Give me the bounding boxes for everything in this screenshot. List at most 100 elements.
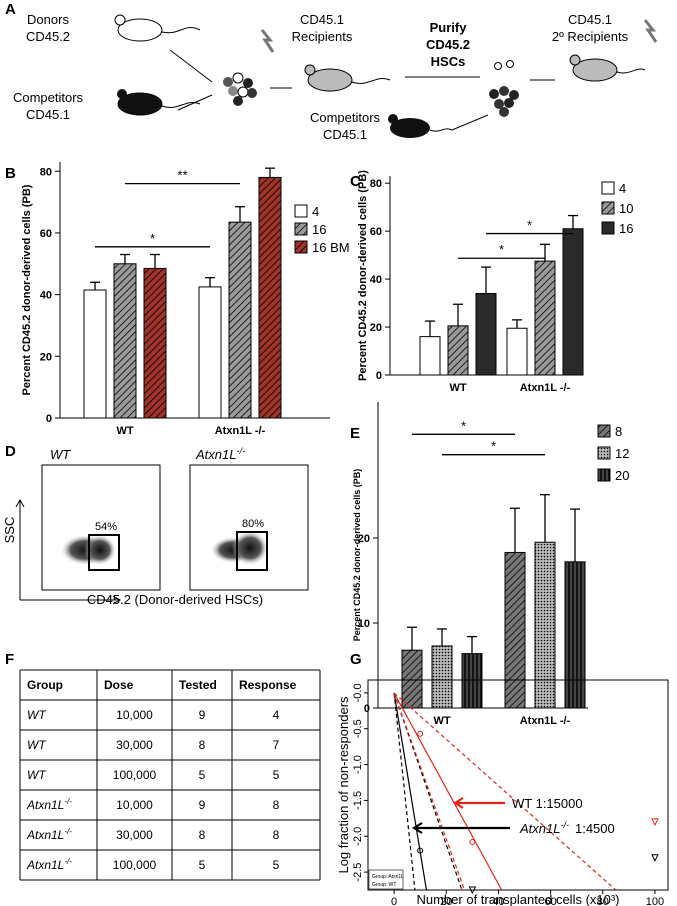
bar-pattern	[461, 653, 483, 709]
plot-frame	[41, 464, 161, 591]
table-cell: 30,000	[116, 738, 153, 752]
bar-pattern	[113, 263, 137, 419]
bar-pattern	[401, 649, 423, 709]
y-tick-label: 10	[358, 618, 370, 630]
table-cell: 10,000	[116, 708, 153, 722]
plot-frame	[189, 464, 309, 591]
significance-label: **	[177, 168, 187, 183]
x-label: Number of transplanted cells (x10³)	[416, 892, 619, 906]
irradiation	[260, 29, 275, 53]
panel-label: F	[5, 651, 14, 668]
legend-swatch	[601, 201, 615, 215]
y-tick-label: 20	[358, 533, 370, 545]
y-tick-label: 0	[364, 703, 370, 715]
y-tick-label: 80	[40, 166, 52, 178]
x-tick-label: Atxn1L -/-	[215, 425, 266, 437]
panel-label: B	[5, 165, 16, 182]
table-cell: 5	[199, 858, 206, 872]
y-label: SSC	[2, 517, 17, 544]
table-cell: 5	[273, 768, 280, 782]
gate-label: 80%	[242, 518, 264, 530]
x-tick-label: Atxn1L -/-	[520, 382, 571, 394]
bar-pattern	[258, 176, 282, 419]
legend-label: 16 BM	[312, 240, 350, 255]
table-cell: 9	[199, 708, 206, 722]
bar	[420, 336, 440, 375]
cell-text: WT	[27, 708, 47, 722]
x-tick-label: Atxn1L -/-	[520, 715, 571, 727]
significance-label: *	[491, 439, 496, 454]
table-header: Dose	[104, 678, 134, 692]
table-cell: 8	[199, 738, 206, 752]
y-tick-label: 0	[46, 413, 52, 425]
y-tick-label: 60	[40, 228, 52, 240]
panel-label: C	[350, 173, 361, 190]
cell-cluster	[489, 86, 519, 117]
significance-label: *	[461, 418, 466, 433]
annotation-sup: -/-	[560, 820, 569, 830]
diagram: Donors CD45.2 Competitors CD45.1 CD45.1 …	[13, 12, 658, 142]
bar	[84, 290, 106, 418]
table-cell: 5	[199, 768, 206, 782]
annotation-name: Atxn1L	[519, 821, 560, 836]
y-tick-label: 0	[376, 370, 382, 382]
point	[468, 886, 477, 895]
y-tick-label: 20	[370, 322, 382, 334]
legend-label: 12	[615, 446, 629, 461]
axis-arrows	[15, 498, 122, 605]
y-tick-label: 20	[40, 351, 52, 363]
label: HSCs	[431, 54, 466, 69]
label: Competitors	[310, 110, 381, 125]
x-tick-label: WT	[116, 425, 133, 437]
table-header: Response	[239, 678, 297, 692]
x-tick-label: WT	[449, 382, 466, 394]
legend-swatch	[294, 204, 308, 218]
y-tick-label: -2.0	[352, 827, 364, 846]
table-header: Group	[27, 678, 63, 692]
legend-swatch	[294, 222, 308, 236]
bar-pattern	[564, 561, 586, 709]
population	[232, 531, 268, 565]
legend-swatch	[601, 181, 615, 195]
panel-label: G	[350, 651, 362, 668]
label: CD45.1	[323, 127, 367, 142]
panel-label: A	[5, 1, 16, 18]
label: Purify	[430, 20, 468, 35]
x-tick-label: 40	[492, 896, 504, 906]
label: Recipients	[292, 29, 353, 44]
y-tick-label: 40	[370, 274, 382, 286]
legend-label: 10	[619, 201, 633, 216]
legend-label: 16	[619, 221, 633, 236]
legend-swatch	[601, 221, 615, 235]
legend-label: Group: WT	[372, 882, 396, 888]
y-tick-label: -1.5	[352, 791, 364, 810]
label: CD45.2	[26, 29, 70, 44]
cell-cluster	[223, 72, 257, 106]
cell	[506, 60, 514, 68]
y-label: Log fraction of non-responders	[336, 696, 351, 874]
point	[469, 838, 476, 845]
mouse	[114, 14, 201, 42]
table-cell: Atxn1L-/-	[26, 827, 72, 842]
table-cell: WT	[27, 738, 47, 752]
legend-label: 16	[312, 222, 326, 237]
x-tick-label: 100	[646, 896, 664, 906]
table-cell: 8	[273, 828, 280, 842]
plot-label-text: Atxn1L	[195, 447, 236, 462]
annotation: WT 1:15000	[512, 796, 583, 811]
x-label: CD45.2 (Donor-derived HSCs)	[87, 592, 263, 607]
label: CD45.2	[426, 37, 470, 52]
mouse	[569, 54, 646, 82]
label: Competitors	[13, 90, 84, 105]
table-cell: 9	[199, 798, 206, 812]
table-cell: 7	[273, 738, 280, 752]
label: CD45.1	[26, 107, 70, 122]
bar-pattern	[143, 267, 167, 419]
table-cell: Atxn1L-/-	[26, 857, 72, 872]
cell-text: Atxn1L	[26, 858, 64, 872]
bar-pattern	[534, 260, 556, 376]
fit-line	[393, 692, 416, 890]
table-cell: WT	[27, 768, 47, 782]
y-tick-label: 60	[370, 226, 382, 238]
